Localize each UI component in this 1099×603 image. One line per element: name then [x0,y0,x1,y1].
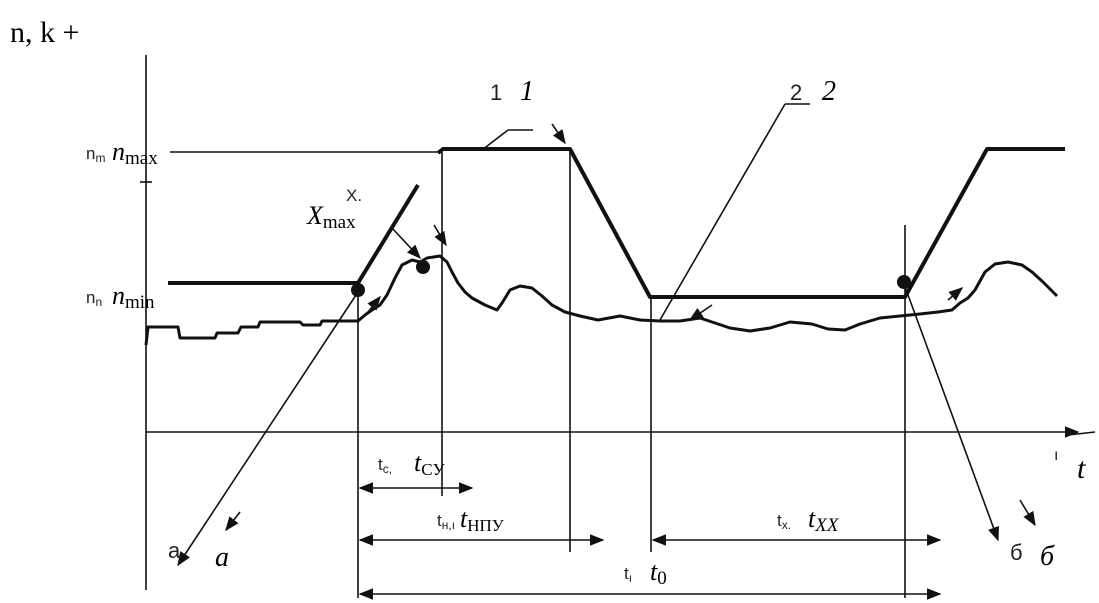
event-point-a [351,283,365,297]
x-axis-tail [1067,431,1096,436]
x-max-label: Xmax [306,201,356,233]
leader-curve2 [659,103,786,321]
interval-cy-label: tCУ [414,448,446,479]
arrow-b-italic [1019,499,1036,527]
curve-2-label-italic: 2 [822,76,836,107]
arrow-xmax [433,224,447,247]
arrow-a-italic [225,511,241,532]
marker-b-italic: б [1040,541,1055,572]
interval-t0-label: t0 [650,557,667,589]
event-point-b [897,275,911,289]
xmax-point [416,260,430,274]
svg-text:nm: nm [86,144,105,165]
leader-xmax [391,227,421,260]
svg-text:nmax: nmax [112,137,158,169]
y-axis-label: n, k + [10,16,79,49]
interval-xx-label: tXX [808,504,840,536]
interval-c-label-small: tc, [378,455,392,476]
leader-b [903,283,999,542]
speed-curve-2 [144,254,1059,346]
curve-2-label: 2 [790,80,802,105]
arrow-end [947,287,964,301]
interval-npy-label-small: tн,ı [437,511,455,532]
x-axis-label: t [1077,452,1086,485]
svg-text:nn: nn [86,288,102,309]
marker-b-plain: б [1010,540,1023,565]
interval-npy-label: tНПУ [460,504,505,535]
x-small-label: X. [346,186,362,205]
arrow-curve1-b [551,123,566,145]
control-curve-1 [168,147,1065,299]
min-level-label: nn nmin [86,281,155,313]
arrow-curve2 [688,304,713,321]
interval-x-label-small: tx. [777,511,791,532]
arrow-start [367,295,381,313]
max-level-label: nm nmax [86,137,158,169]
curve-1-label-italic: 1 [520,76,534,107]
marker-a-plain: a [168,538,181,563]
x-axis-label-small: ı [1054,447,1058,464]
leader-a [177,291,359,567]
leader-curve1-a [481,129,509,151]
marker-a-italic: a [215,542,229,573]
curve-1-label: 1 [490,80,502,105]
interval-total-label-small: tı [624,564,632,585]
svg-text:nmin: nmin [112,281,155,313]
